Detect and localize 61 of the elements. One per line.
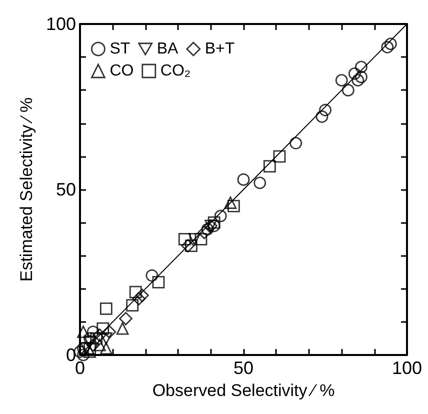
y-tick-label: 0 — [66, 345, 76, 365]
point — [102, 325, 116, 339]
point — [335, 74, 348, 86]
point — [126, 299, 139, 312]
point — [194, 232, 208, 246]
point — [208, 220, 220, 232]
point — [129, 286, 142, 298]
point — [214, 210, 227, 222]
point — [273, 150, 286, 163]
point — [92, 328, 106, 342]
point — [84, 332, 96, 345]
point — [263, 160, 276, 173]
point — [348, 67, 361, 80]
point — [227, 200, 240, 212]
legend-label: CO — [110, 62, 134, 80]
point — [90, 332, 103, 345]
point — [100, 302, 112, 315]
point — [188, 232, 201, 246]
point — [178, 232, 191, 246]
point — [119, 312, 132, 326]
point — [355, 70, 368, 84]
point — [237, 173, 250, 186]
y-tick-label: 50 — [56, 180, 76, 200]
x-tick-label: 50 — [233, 358, 254, 378]
point — [316, 110, 328, 123]
point — [355, 60, 368, 74]
point — [254, 176, 266, 190]
point — [198, 226, 211, 240]
point — [381, 40, 394, 54]
x-tick-label: 100 — [392, 358, 422, 378]
point — [201, 223, 214, 236]
x-axis-title: Observed Selectivity ∕ % — [152, 380, 335, 400]
point — [181, 239, 195, 252]
point — [84, 342, 96, 355]
point — [290, 136, 302, 150]
point — [77, 326, 90, 338]
point — [319, 104, 332, 116]
point — [184, 240, 198, 252]
point — [208, 216, 220, 229]
point — [100, 342, 112, 355]
point — [342, 84, 354, 96]
point — [100, 332, 112, 345]
point — [352, 74, 364, 86]
legend-label: BA — [156, 40, 179, 58]
point — [132, 292, 146, 306]
point — [384, 38, 397, 50]
legend-label: CO₂ — [160, 62, 191, 80]
point — [152, 276, 165, 288]
point — [86, 326, 100, 338]
point — [77, 348, 90, 362]
legend-label: ST — [110, 40, 130, 58]
point — [86, 338, 100, 352]
legend-label: B+T — [204, 40, 235, 58]
point — [96, 322, 110, 335]
y-axis-title: Estimated Selectivity ∕ % — [17, 97, 36, 282]
point — [146, 269, 158, 282]
point — [116, 322, 129, 335]
point — [224, 196, 237, 209]
y-tick-label: 100 — [46, 14, 76, 34]
point — [135, 288, 149, 302]
point — [93, 338, 106, 352]
